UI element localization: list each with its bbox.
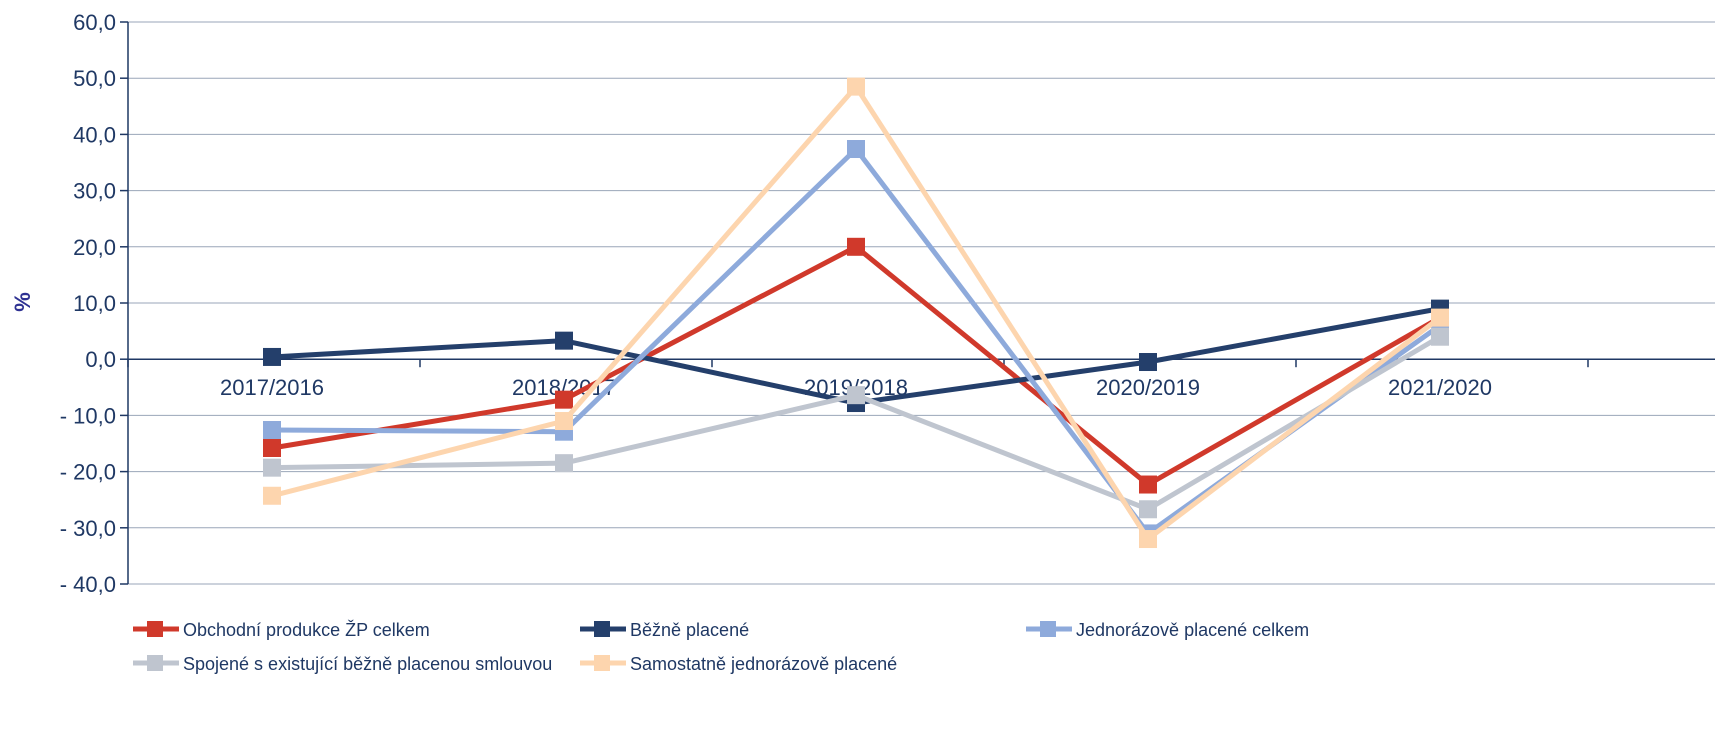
data-point (1139, 475, 1157, 494)
y-axis-title: % (10, 292, 35, 312)
series-layer (263, 77, 1449, 549)
y-tick-label: 0,0 (85, 347, 116, 372)
legend-label: Běžně placené (630, 620, 749, 640)
legend-swatch-marker (147, 621, 163, 637)
y-tick-label: 60,0 (73, 10, 116, 35)
legend-item: Obchodní produkce ŽP celkem (133, 620, 430, 640)
data-point (1139, 530, 1157, 549)
x-tick-label: 2020/2019 (1096, 375, 1200, 400)
y-tick-label: - 40,0 (60, 572, 116, 597)
legend-item: Samostatně jednorázově placené (580, 654, 897, 674)
data-point (847, 237, 865, 256)
data-point (847, 77, 865, 96)
data-point (555, 412, 573, 431)
legend-label: Jednorázově placené celkem (1076, 620, 1309, 640)
data-point (263, 421, 281, 440)
data-point (847, 140, 865, 159)
data-point (263, 347, 281, 366)
data-point (555, 454, 573, 473)
y-tick-label: 40,0 (73, 122, 116, 147)
legend-label: Samostatně jednorázově placené (630, 654, 897, 674)
legend-swatch-marker (594, 621, 610, 637)
data-point (1431, 308, 1449, 327)
series-4 (263, 327, 1449, 519)
y-tick-label: - 10,0 (60, 403, 116, 428)
legend-label: Spojené s existující běžně placenou smlo… (183, 654, 552, 674)
data-point (263, 486, 281, 505)
data-point (555, 331, 573, 350)
data-point (847, 386, 865, 405)
series-line (271, 334, 1442, 512)
x-tick-label: 2021/2020 (1388, 375, 1492, 400)
data-point (1139, 353, 1157, 372)
y-tick-label: 30,0 (73, 179, 116, 204)
y-tick-label: 50,0 (73, 66, 116, 91)
data-point (1139, 500, 1157, 519)
legend-swatch-marker (594, 655, 610, 671)
data-point (263, 458, 281, 477)
y-tick-label: 10,0 (73, 291, 116, 316)
y-axis: 60,0 50,0 40,0 30,0 20,0 10,0 0,0 - 10,0 - 20,0 -… (60, 10, 129, 597)
data-point (555, 390, 573, 409)
x-tick-label: 2017/2016 (220, 375, 324, 400)
y-tick-label: 20,0 (73, 235, 116, 260)
legend-item: Spojené s existující běžně placenou smlo… (133, 654, 552, 674)
y-tick-label: - 30,0 (60, 516, 116, 541)
legend-label: Obchodní produkce ŽP celkem (183, 620, 430, 640)
data-point (263, 438, 281, 457)
series-1 (263, 237, 1449, 494)
series-5 (263, 77, 1449, 549)
y-tick-label: - 20,0 (60, 460, 116, 485)
data-point (1431, 327, 1449, 346)
legend-item: Běžně placené (580, 620, 749, 640)
legend-item: Jednorázově placené celkem (1026, 620, 1309, 640)
legend-swatch-marker (147, 655, 163, 671)
legend-swatch-marker (1040, 621, 1056, 637)
legend: Obchodní produkce ŽP celkem Běžně placené… (133, 620, 1309, 674)
